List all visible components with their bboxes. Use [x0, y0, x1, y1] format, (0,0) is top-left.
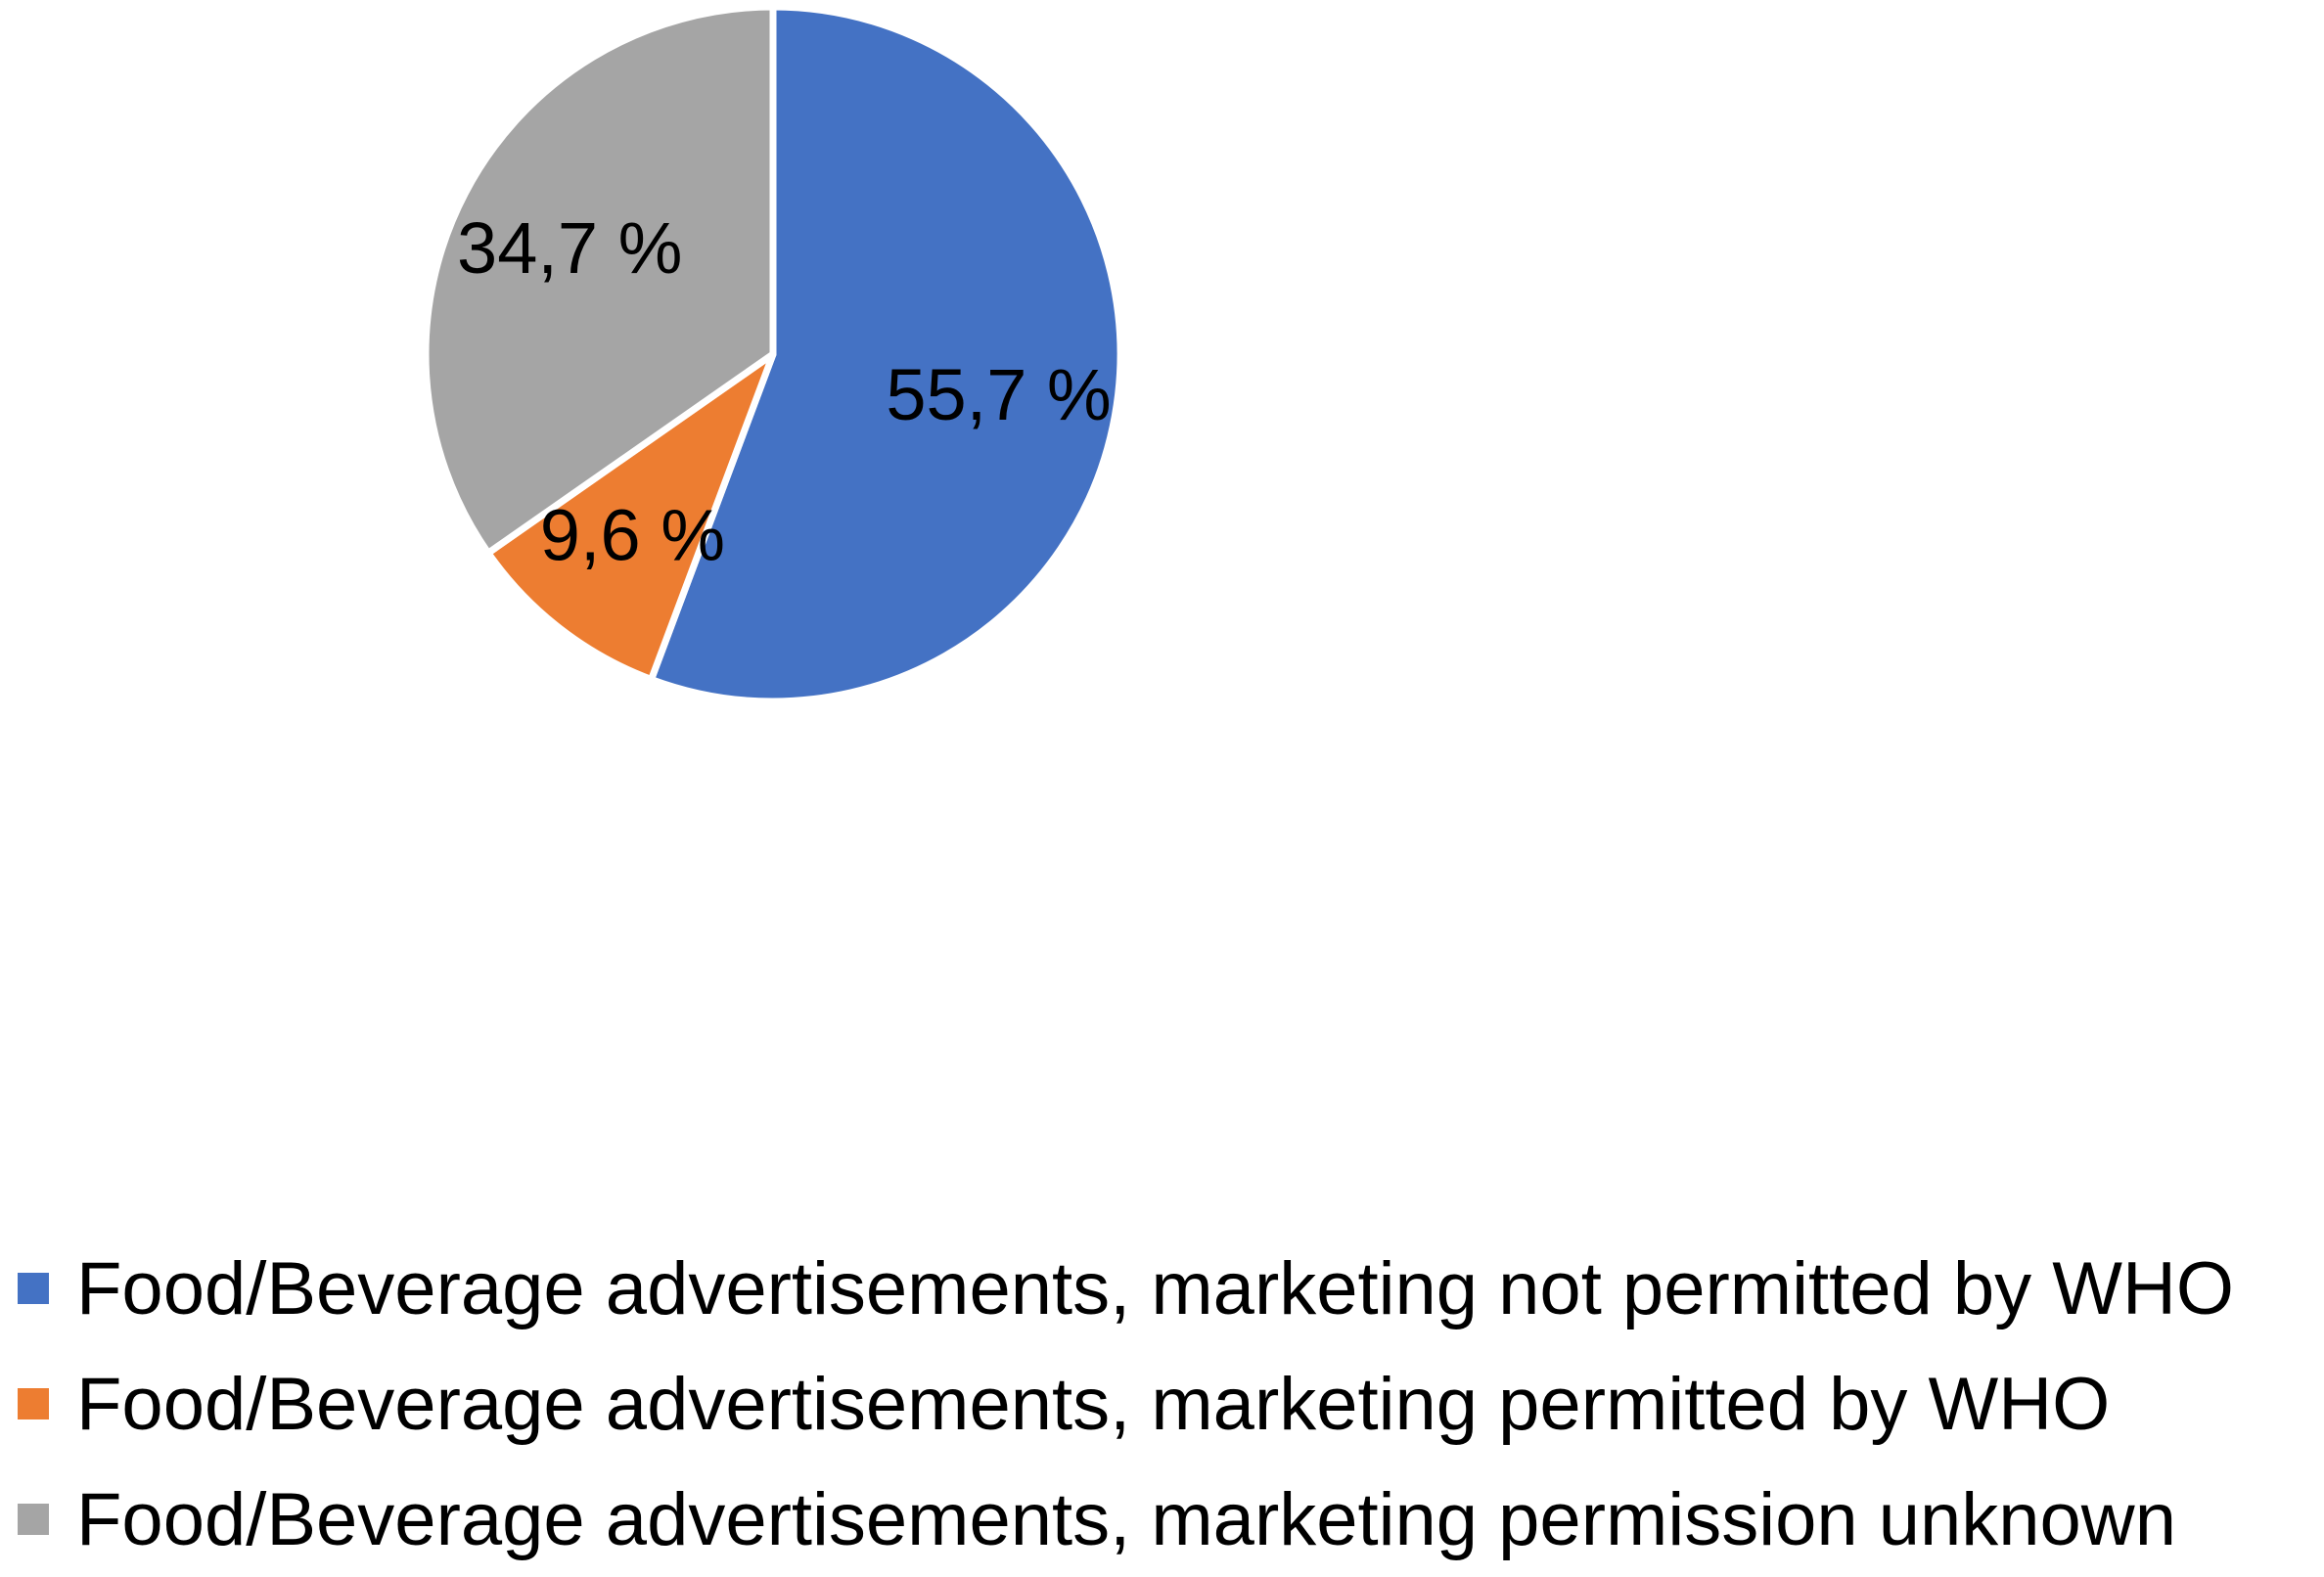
legend-swatch [18, 1388, 49, 1419]
legend-label: Food/Beverage advertisements, marketing … [76, 1246, 2234, 1330]
data-label: 9,6 % [540, 495, 725, 576]
pie-slice [648, 3, 1124, 705]
legend: Food/Beverage advertisements, marketing … [18, 1231, 2307, 1577]
pie-slice [422, 3, 777, 557]
pie-slice [484, 350, 777, 683]
data-label: 55,7 % [886, 354, 1111, 435]
pie-data-labels: 55,7 % 9,6 % 34,7 % [457, 207, 1112, 575]
legend-item: Food/Beverage advertisements, marketing … [18, 1231, 2307, 1346]
legend-swatch [18, 1504, 49, 1535]
legend-label: Food/Beverage advertisements, marketing … [76, 1477, 2176, 1561]
legend-label: Food/Beverage advertisements, marketing … [76, 1362, 2111, 1446]
legend-item: Food/Beverage advertisements, marketing … [18, 1346, 2307, 1462]
legend-swatch [18, 1273, 49, 1304]
pie-chart-plot: 55,7 % 9,6 % 34,7 % [422, 3, 1124, 705]
legend-item: Food/Beverage advertisements, marketing … [18, 1462, 2307, 1577]
pie-slices [422, 3, 1124, 705]
data-label: 34,7 % [457, 207, 682, 289]
